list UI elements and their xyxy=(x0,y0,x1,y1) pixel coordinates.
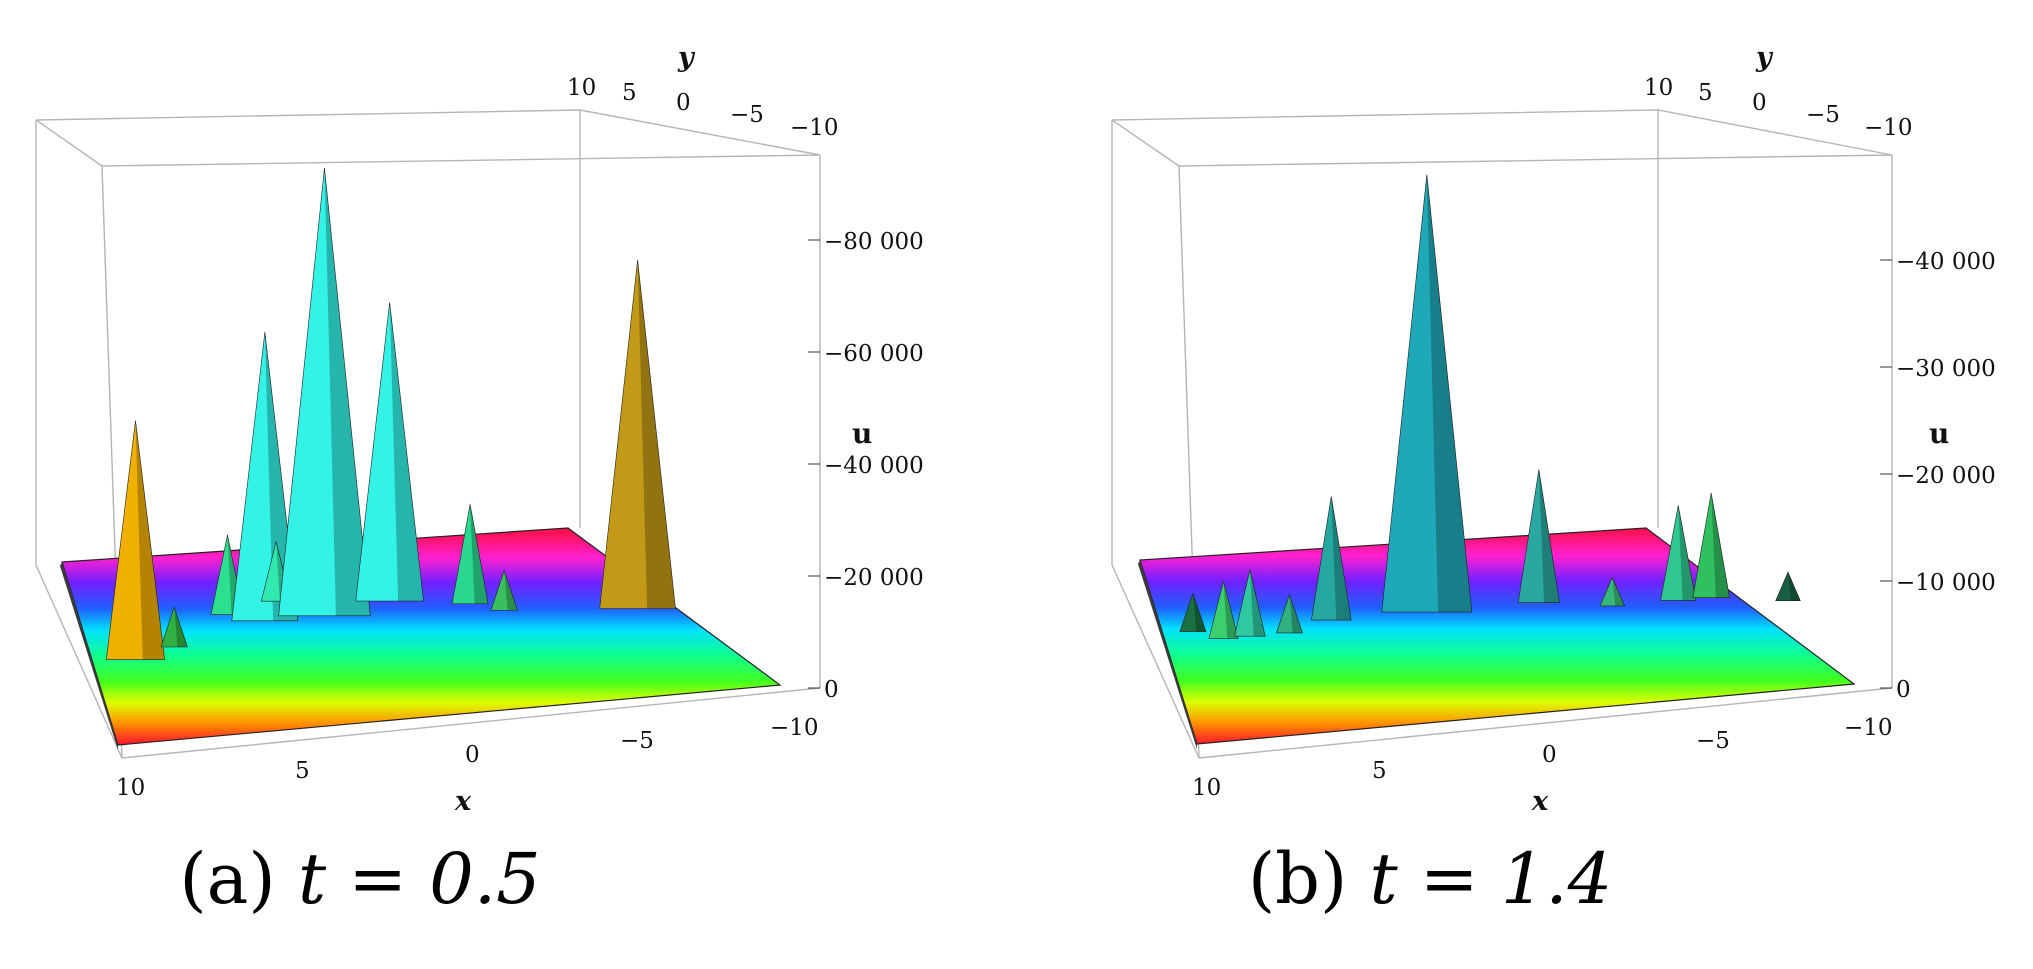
y-tick-label: 10 xyxy=(1644,75,1673,101)
x-tick-label: 5 xyxy=(295,758,310,784)
surface-peak xyxy=(1599,576,1626,607)
caption-a: (a) t = 0.5 xyxy=(40,838,680,920)
caption-condition: t = 1.4 xyxy=(1369,838,1613,920)
y-tick-label: −5 xyxy=(1806,102,1840,128)
caption-label: (b) xyxy=(1247,838,1348,920)
surface-peak-shade xyxy=(1426,174,1472,613)
surface-plot-a: 0 −20 000 −40 000 −60 000 −80 000 u 10 5… xyxy=(35,42,924,817)
surface-peak xyxy=(278,167,371,617)
caption-condition: t = 0.5 xyxy=(298,838,541,920)
x-axis-label: x xyxy=(1531,786,1549,817)
x-tick-label: −10 xyxy=(770,715,819,741)
z-tick-label: −10 000 xyxy=(1896,570,1996,596)
z-axis: 0 −10 000 −20 000 −30 000 −40 000 u xyxy=(1880,249,1996,703)
z-axis-label: u xyxy=(1929,417,1949,450)
surface-peak-shade xyxy=(1678,505,1696,601)
z-tick-label: 0 xyxy=(1896,677,1911,703)
surface-peak xyxy=(160,606,188,648)
x-axis: 10 5 0 −5 −10 x xyxy=(116,715,819,817)
z-tick-label: −40 000 xyxy=(1896,249,1996,275)
z-axis: 0 −20 000 −40 000 −60 000 −80 000 u xyxy=(808,229,924,703)
z-tick-label: −20 000 xyxy=(824,565,924,591)
y-axis-label: y xyxy=(1755,42,1774,73)
z-tick-label: −40 000 xyxy=(824,453,924,479)
surface-peak-shade xyxy=(324,167,371,616)
surface-peak-shade xyxy=(637,260,676,609)
z-tick-label: −80 000 xyxy=(824,229,924,255)
bounding-box xyxy=(35,109,821,759)
y-axis: 10 5 0 −5 −10 y xyxy=(567,42,839,141)
z-tick-label: −30 000 xyxy=(1896,356,1996,382)
x-axis-label: x xyxy=(454,786,472,817)
surface-peak xyxy=(1660,505,1697,601)
y-tick-label: −10 xyxy=(790,115,839,141)
surface-peak xyxy=(1692,493,1730,599)
surface-peak-shade xyxy=(1192,593,1206,632)
surface-peak-shade xyxy=(174,607,188,647)
x-tick-label: 10 xyxy=(116,775,145,801)
z-axis-label: u xyxy=(852,417,872,450)
y-tick-label: 0 xyxy=(676,90,691,116)
x-tick-label: −5 xyxy=(1696,728,1730,754)
surface-peak-shade xyxy=(504,570,518,611)
surface-front-edge xyxy=(60,562,118,750)
caption-label: (a) xyxy=(179,838,276,920)
surface-peak xyxy=(451,504,489,605)
surface-peak xyxy=(1208,581,1239,639)
y-tick-label: 0 xyxy=(1752,90,1767,116)
surface-peak xyxy=(1234,569,1266,637)
surface-peak-shade xyxy=(470,504,489,604)
surface-peak xyxy=(1517,469,1560,604)
surface-peak xyxy=(231,332,299,622)
surface-peak xyxy=(106,420,165,660)
surface-peak xyxy=(1381,174,1473,613)
surface-peak-shade xyxy=(1249,569,1266,637)
y-tick-label: −5 xyxy=(730,102,764,128)
y-tick-label: 5 xyxy=(1698,80,1713,106)
surface-peak-shade xyxy=(389,302,424,602)
x-axis: 10 5 0 −5 −10 x xyxy=(1192,715,1893,817)
x-tick-label: −10 xyxy=(1844,715,1893,741)
surface-front-edge xyxy=(1138,560,1197,749)
surface-peak xyxy=(599,260,676,609)
z-tick-label: −60 000 xyxy=(824,341,924,367)
surface-plot-b: 0 −10 000 −20 000 −30 000 −40 000 u 10 5… xyxy=(1111,42,1996,817)
peaks-group xyxy=(106,167,676,660)
peaks-group xyxy=(1179,174,1801,639)
surface-peak xyxy=(1179,592,1207,632)
y-tick-label: 10 xyxy=(567,75,596,101)
surface-peak-shade xyxy=(135,420,165,660)
x-tick-label: 10 xyxy=(1192,775,1221,801)
x-tick-label: −5 xyxy=(620,728,654,754)
surface-peak xyxy=(1311,496,1352,621)
z-tick-label: 0 xyxy=(824,677,839,703)
caption-b: (b) t = 1.4 xyxy=(1110,838,1750,920)
surface-peak xyxy=(1775,571,1801,601)
y-axis-label: y xyxy=(677,42,696,73)
x-tick-label: 0 xyxy=(1542,742,1557,768)
y-axis: 10 5 0 −5 −10 y xyxy=(1644,42,1913,141)
surface-peak xyxy=(490,569,518,611)
surface-peak-shade xyxy=(1612,577,1625,606)
surface-peak xyxy=(1275,593,1303,634)
bounding-box xyxy=(1111,109,1893,759)
x-tick-label: 0 xyxy=(465,742,480,768)
z-tick-label: −20 000 xyxy=(1896,463,1996,489)
x-tick-label: 5 xyxy=(1372,758,1387,784)
surface-peak xyxy=(355,302,424,602)
surface-peak-shade xyxy=(1223,581,1239,639)
y-tick-label: −10 xyxy=(1864,115,1913,141)
y-tick-label: 5 xyxy=(622,80,637,106)
